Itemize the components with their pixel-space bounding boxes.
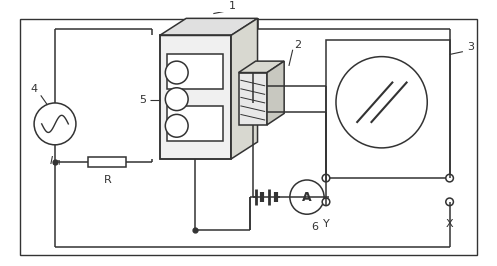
Text: $I_m$: $I_m$ bbox=[49, 154, 61, 168]
Polygon shape bbox=[160, 18, 257, 35]
Circle shape bbox=[446, 198, 453, 206]
Text: 5: 5 bbox=[139, 95, 146, 105]
Text: A: A bbox=[302, 191, 312, 203]
Text: 4: 4 bbox=[30, 84, 38, 94]
Text: 6: 6 bbox=[311, 222, 318, 232]
Polygon shape bbox=[231, 18, 257, 159]
Text: 3: 3 bbox=[467, 42, 474, 52]
Text: Y: Y bbox=[323, 219, 330, 229]
Text: 2: 2 bbox=[294, 40, 301, 50]
Bar bbox=[160, 35, 231, 159]
Circle shape bbox=[446, 174, 453, 182]
Circle shape bbox=[166, 88, 188, 111]
Circle shape bbox=[34, 103, 76, 145]
Text: 1: 1 bbox=[229, 1, 236, 11]
Polygon shape bbox=[267, 61, 284, 125]
Circle shape bbox=[322, 174, 330, 182]
Text: X: X bbox=[446, 219, 453, 229]
Circle shape bbox=[166, 61, 188, 84]
Circle shape bbox=[336, 57, 427, 148]
Text: R: R bbox=[103, 175, 111, 185]
Bar bbox=[167, 54, 223, 89]
Polygon shape bbox=[239, 61, 284, 73]
Bar bbox=[326, 40, 450, 178]
Circle shape bbox=[322, 198, 330, 206]
Bar bbox=[88, 157, 126, 167]
Bar bbox=[167, 106, 223, 140]
Bar bbox=[239, 73, 267, 125]
Circle shape bbox=[290, 180, 324, 214]
Bar bbox=[160, 35, 231, 159]
Circle shape bbox=[166, 114, 188, 137]
